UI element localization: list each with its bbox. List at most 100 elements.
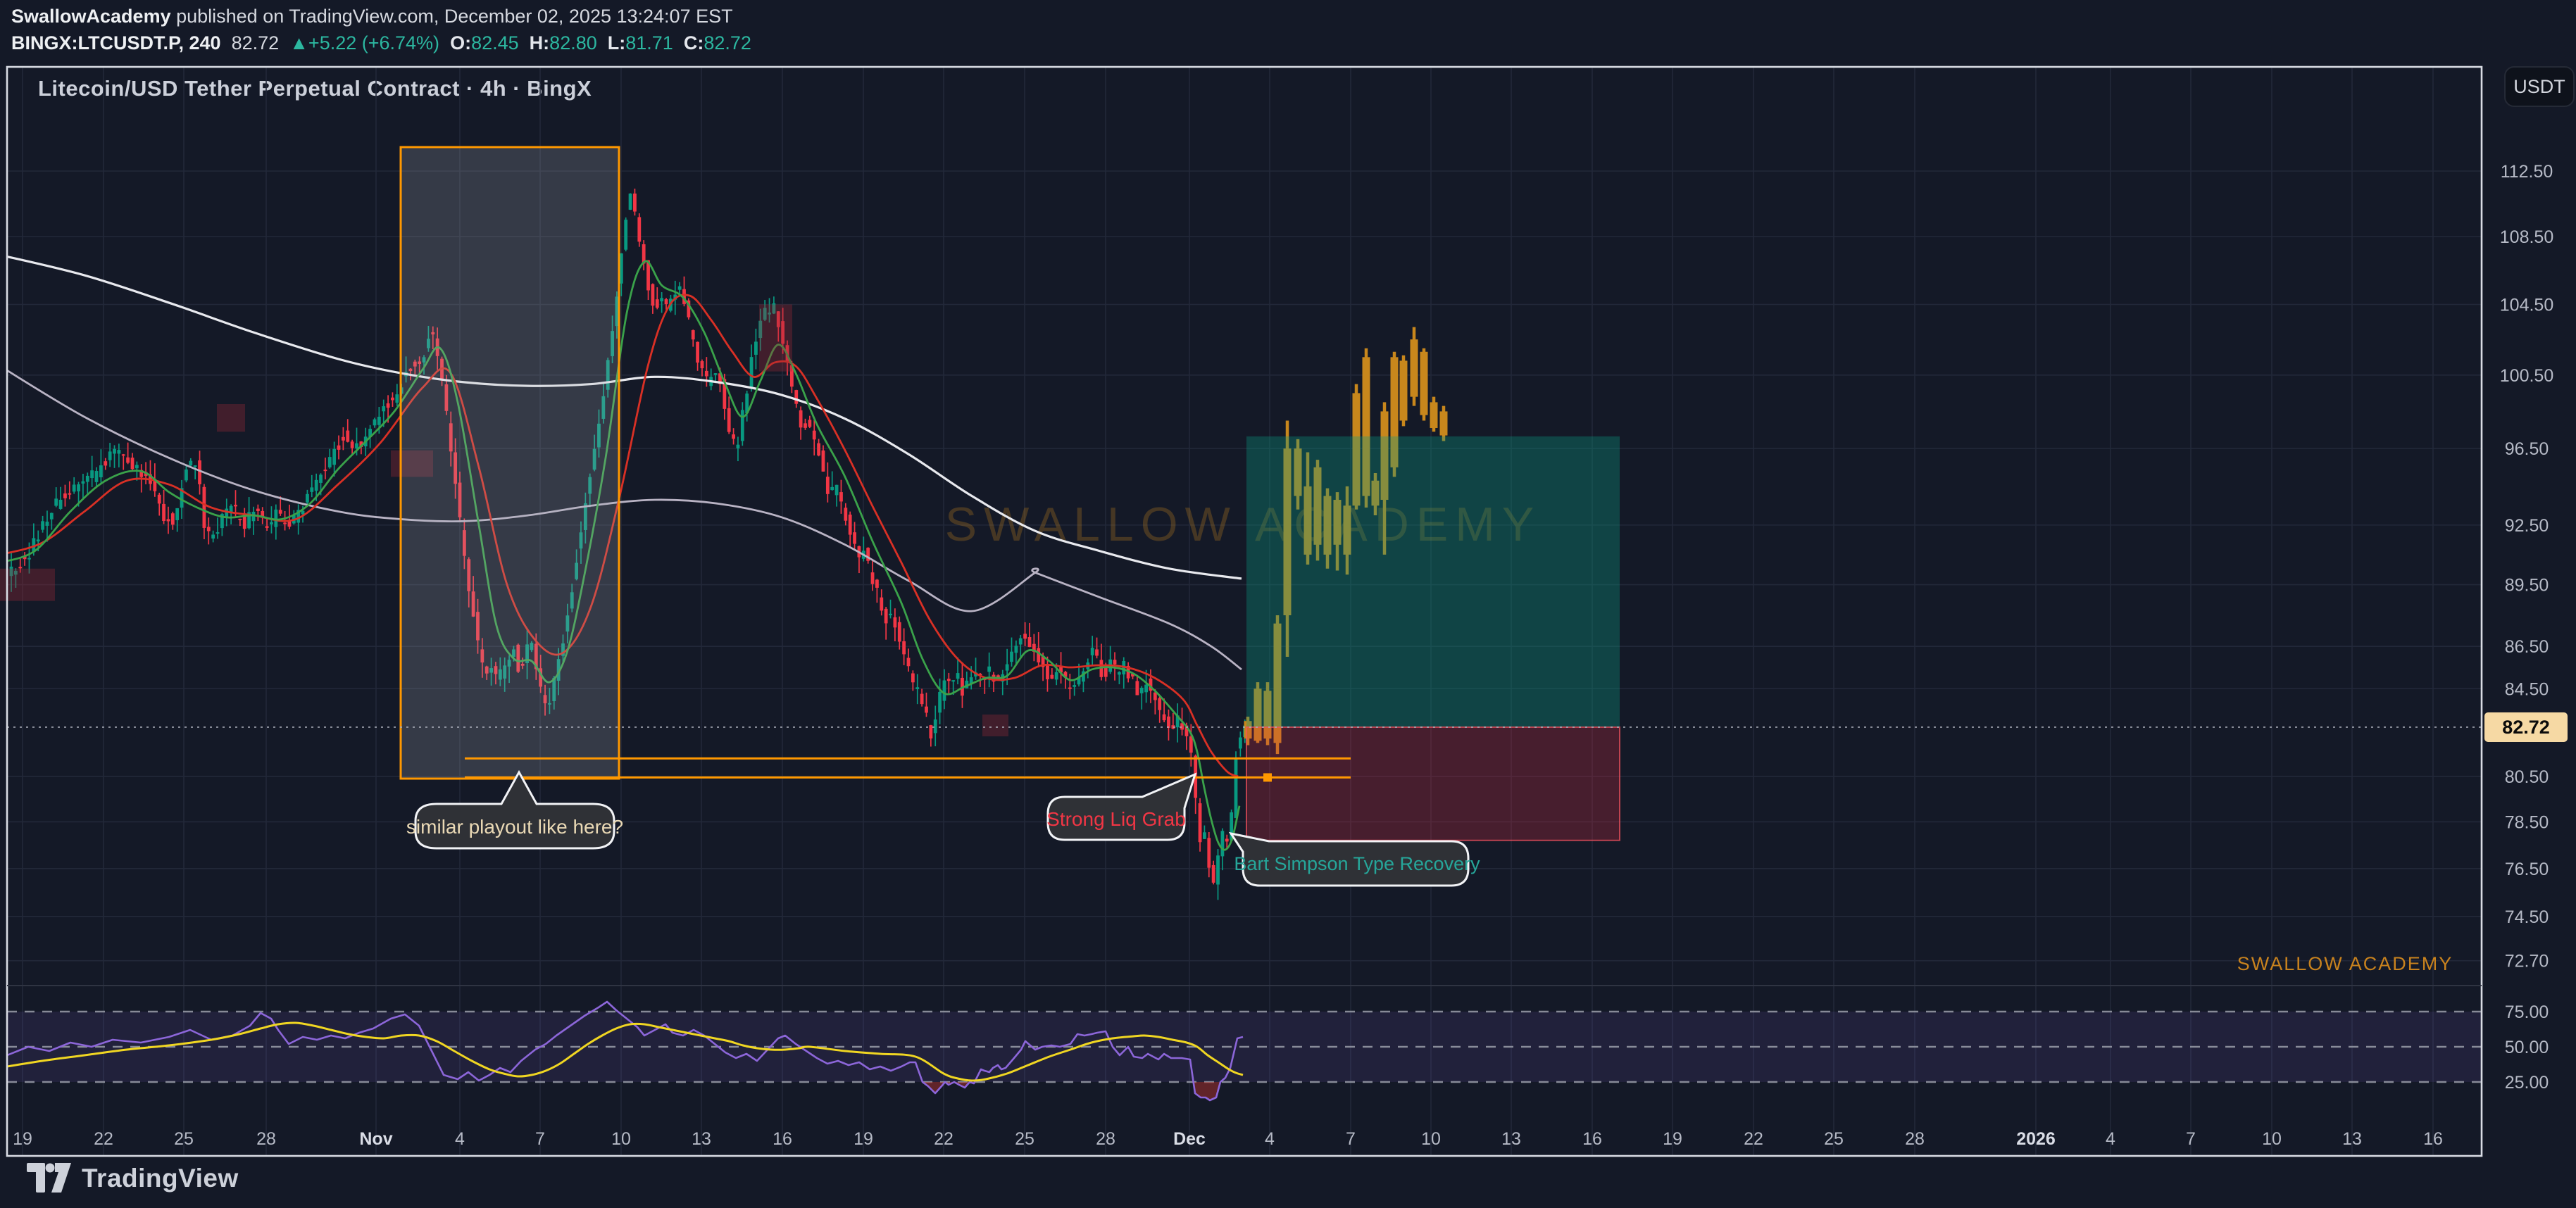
- time-tick-label: 19: [13, 1129, 32, 1149]
- tradingview-logo-icon: [27, 1163, 71, 1193]
- bubble-text: similar playout like here?: [406, 816, 623, 838]
- projected-candles-drawing[interactable]: [1244, 327, 1448, 755]
- time-tick-label: 16: [773, 1129, 792, 1149]
- supply-zone-patch: [217, 404, 245, 432]
- price-tick-label: 89.50: [2505, 576, 2549, 596]
- orange-highlight-box[interactable]: [399, 146, 620, 780]
- price-tick-label: 96.50: [2505, 439, 2549, 459]
- axis-labels[interactable]: 112.50 108.50 104.50 100.50 96.50 92.50 89.50 8…: [13, 162, 2553, 1149]
- last-price-badge: 82.72: [2484, 712, 2568, 742]
- time-tick-label: 10: [611, 1129, 631, 1149]
- drawing-boxes[interactable]: [0, 146, 1620, 841]
- time-tick-label: 16: [2423, 1129, 2443, 1149]
- ma-line-green: [8, 260, 1241, 851]
- time-tick-label: 19: [854, 1129, 873, 1149]
- time-tick-label: 22: [934, 1129, 954, 1149]
- price-tick-label: 112.50: [2501, 162, 2553, 182]
- supply-zone-patch: [982, 714, 1008, 737]
- time-tick-label: 2026: [2016, 1129, 2056, 1149]
- time-tick-label: 7: [2186, 1129, 2196, 1149]
- time-tick-label: 4: [1265, 1129, 1275, 1149]
- open-value: 82.45: [471, 32, 519, 54]
- ma-line-red: [8, 294, 1239, 778]
- price-tick-label: 76.50: [2505, 860, 2549, 879]
- center-watermark: SWALLOW ACADEMY: [945, 498, 1542, 551]
- horizontal-rays[interactable]: [7, 726, 2482, 782]
- low-label: L:: [607, 32, 626, 54]
- author-name: SwallowAcademy: [11, 6, 171, 27]
- supply-zone-patch: [759, 304, 792, 372]
- time-tick-label: 25: [1015, 1129, 1034, 1149]
- time-tick-label: 28: [1096, 1129, 1115, 1149]
- supply-zone-patch: [0, 568, 55, 601]
- time-tick-label: 7: [535, 1129, 545, 1149]
- time-tick-label: 28: [256, 1129, 276, 1149]
- callout-strong-liq-grab[interactable]: Strong Liq Grab: [1046, 772, 1197, 841]
- price-tick-label: 74.50: [2505, 907, 2549, 927]
- high-value: 82.80: [549, 32, 597, 54]
- symbol-interval[interactable]: BINGX:LTCUSDT.P, 240: [11, 32, 221, 54]
- time-tick-label: Nov: [359, 1129, 392, 1149]
- time-tick-label: 22: [94, 1129, 113, 1149]
- price-change: +5.22 (+6.74%): [308, 32, 440, 54]
- time-tick-label: 25: [1824, 1129, 1844, 1149]
- price-tick-label: 100.50: [2500, 366, 2553, 386]
- high-label: H:: [529, 32, 550, 54]
- price-tick-label: 80.50: [2505, 767, 2549, 787]
- bubble-shape[interactable]: [414, 769, 615, 850]
- time-tick-label: 25: [174, 1129, 194, 1149]
- price-tick-label: 78.50: [2505, 812, 2549, 832]
- price-tick-label: 86.50: [2505, 637, 2549, 657]
- rsi-ma-line: [8, 1021, 1244, 1082]
- currency-toggle-button[interactable]: USDT: [2504, 66, 2575, 107]
- candlestick-series[interactable]: [9, 188, 1247, 900]
- publish-info: published on TradingView.com, December 0…: [170, 6, 733, 27]
- moving-average-lines: [8, 256, 1242, 851]
- last-price: 82.72: [231, 32, 280, 54]
- close-value: 82.72: [704, 32, 751, 54]
- supply-zone-patch: [391, 450, 433, 477]
- time-tick-label: 10: [1421, 1129, 1441, 1149]
- symbol-line: BINGX:LTCUSDT.P, 240 82.72 ▲+5.22 (+6.74…: [11, 32, 751, 54]
- ma-line-white: [8, 256, 1242, 580]
- bubble-text: Strong Liq Grab: [1046, 808, 1186, 830]
- time-tick-label: 13: [2342, 1129, 2362, 1149]
- chart-frame: [6, 65, 2483, 1157]
- rsi-tick-label: 75.00: [2505, 1002, 2549, 1022]
- time-tick-label: 4: [2106, 1129, 2115, 1149]
- time-tick-label: 13: [1501, 1129, 1521, 1149]
- chart-title: Litecoin/USD Tether Perpetual Contract ·…: [38, 76, 592, 101]
- long-position-profit-box[interactable]: [1246, 436, 1620, 727]
- publish-line: SwallowAcademy published on TradingView.…: [11, 6, 733, 27]
- time-tick-label: 16: [1582, 1129, 1602, 1149]
- bubble-shape[interactable]: [1228, 831, 1470, 887]
- time-tick-label: 28: [1905, 1129, 1925, 1149]
- price-tick-label: 92.50: [2505, 516, 2549, 536]
- right-watermark: SWALLOW ACADEMY: [2237, 953, 2453, 974]
- rsi-indicator: [8, 1000, 2481, 1102]
- low-value: 81.71: [625, 32, 673, 54]
- long-position-loss-box[interactable]: [1246, 726, 1620, 841]
- tradingview-logo[interactable]: TradingView: [27, 1163, 239, 1194]
- rsi-tick-label: 25.00: [2505, 1073, 2549, 1093]
- ray-handle[interactable]: [1263, 773, 1272, 782]
- tradingview-logo-text: TradingView: [82, 1164, 239, 1193]
- ma-line-gray: [8, 370, 1242, 671]
- bubble-text: Bart Simpson Type Recovery: [1234, 853, 1480, 874]
- open-label: O:: [450, 32, 472, 54]
- rsi-tick-label: 50.00: [2505, 1038, 2549, 1057]
- bubble-shape[interactable]: [1046, 772, 1197, 841]
- time-tick-label: 22: [1744, 1129, 1763, 1149]
- time-tick-label: 19: [1663, 1129, 1682, 1149]
- price-tick-label: 108.50: [2500, 227, 2553, 247]
- price-tick-label: 84.50: [2505, 679, 2549, 699]
- price-tick-label: 72.70: [2505, 952, 2549, 971]
- time-tick-label: 10: [2262, 1129, 2282, 1149]
- gridlines: [7, 67, 2482, 1156]
- time-tick-label: 7: [1346, 1129, 1356, 1149]
- callout-bart-recovery[interactable]: Bart Simpson Type Recovery: [1228, 831, 1480, 887]
- callout-similar-playout[interactable]: similar playout like here?: [406, 769, 623, 850]
- price-tick-label: 104.50: [2500, 296, 2553, 315]
